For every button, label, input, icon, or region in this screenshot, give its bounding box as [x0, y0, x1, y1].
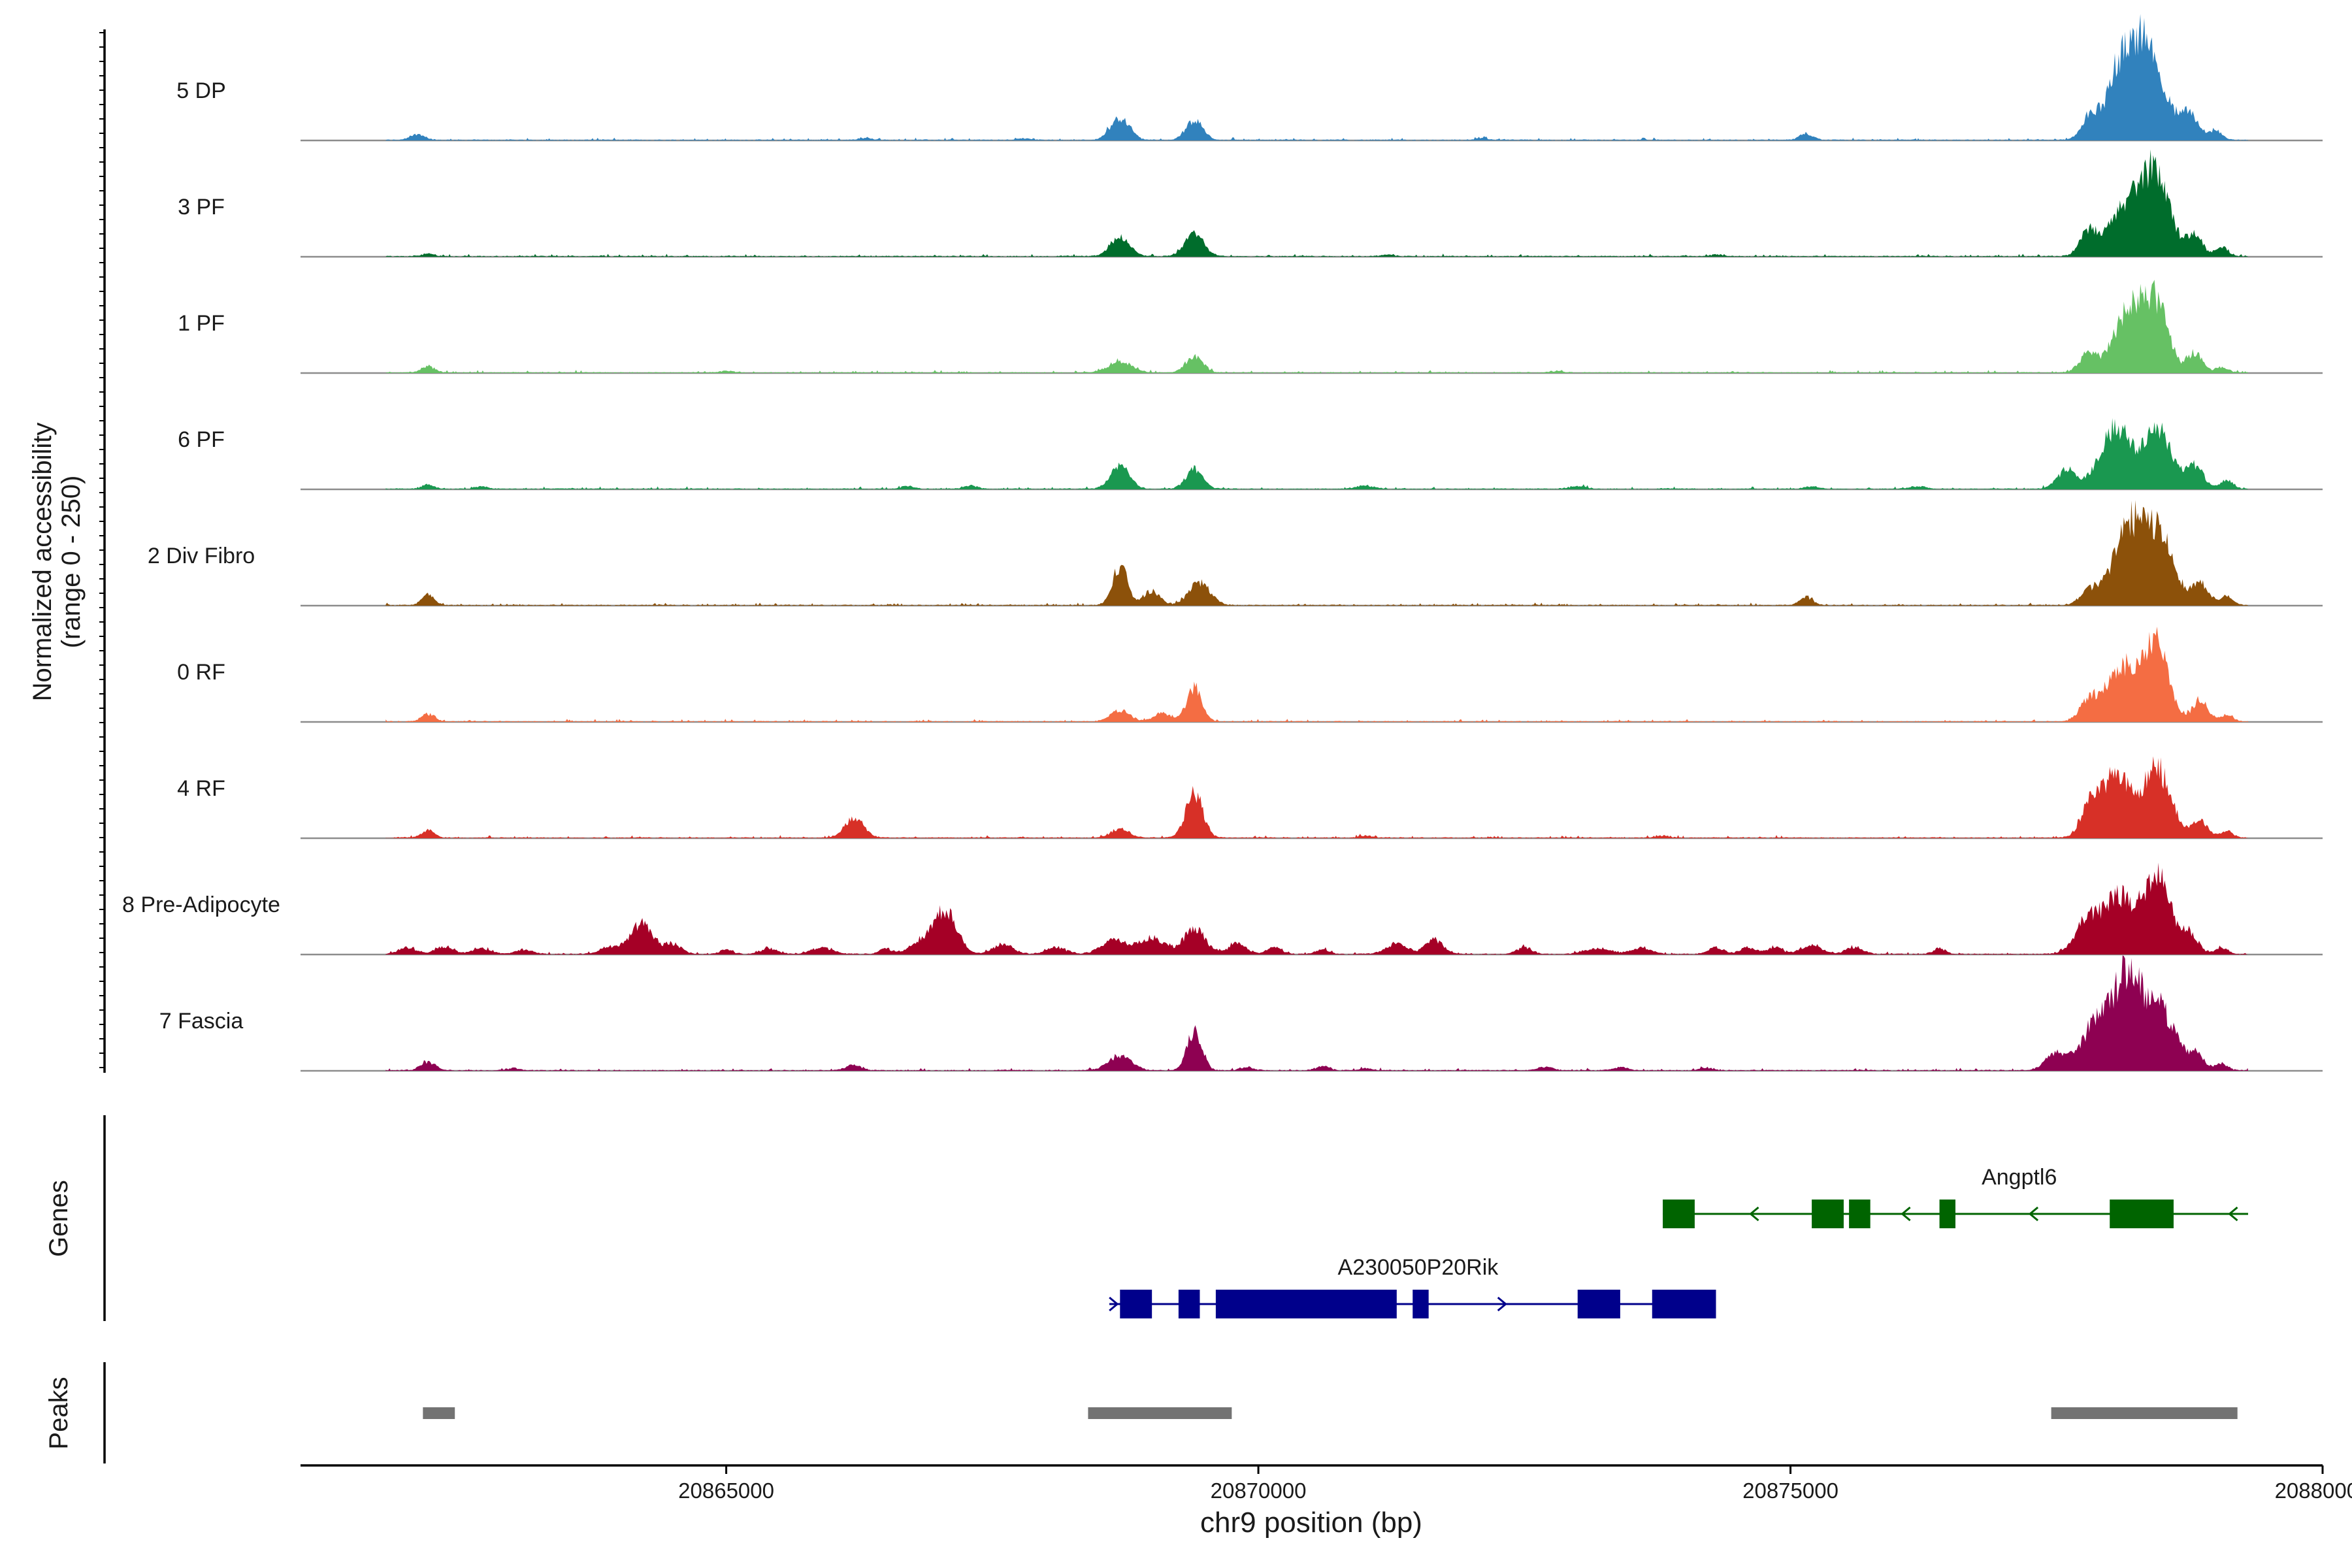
gene-exon — [1215, 1290, 1397, 1318]
coverage-area — [385, 955, 2248, 1071]
track-7-fascia: 7 Fascia — [159, 955, 2323, 1072]
gene-exon — [1663, 1200, 1695, 1228]
coverage-y-axis — [99, 29, 106, 1073]
track-8-pre-adipocyte: 8 Pre-Adipocyte — [122, 862, 2323, 956]
x-tick-label: 20875000 — [1742, 1478, 1838, 1503]
track-label: 3 PF — [178, 195, 225, 220]
strand-arrow — [2028, 1206, 2039, 1222]
strand-arrow — [2228, 1206, 2238, 1222]
gene-angptl6: Angptl6 — [1663, 1165, 2248, 1228]
track-label: 1 PF — [178, 311, 225, 336]
coverage-tracks: 5 DP 3 PF 1 PF 6 PF 2 Div Fibro 0 RF 4 RF 8 Pre… — [122, 14, 2323, 1072]
peak-bar — [423, 1407, 455, 1419]
x-tick-label: 20865000 — [678, 1478, 774, 1503]
track-label: 4 RF — [177, 776, 225, 801]
track-label: 8 Pre-Adipocyte — [122, 892, 280, 917]
strand-arrow — [1497, 1296, 1508, 1312]
x-tick-label: 20880000 — [2275, 1478, 2352, 1503]
gene-exon — [1652, 1290, 1716, 1318]
track-label: 2 Div Fibro — [148, 544, 255, 568]
strand-arrow — [1749, 1206, 1759, 1222]
coverage-area — [385, 418, 2248, 489]
strand-arrow — [1109, 1296, 1119, 1312]
y-axis-range-label: (range 0 - 250) — [57, 476, 86, 649]
strand-arrow — [1901, 1206, 1911, 1222]
track-0-rf: 0 RF — [177, 627, 2323, 723]
gene-exon — [1178, 1290, 1200, 1318]
genes-panel-label: Genes — [44, 1180, 73, 1257]
peaks-panel-label: Peaks — [44, 1377, 73, 1449]
track-5-dp: 5 DP — [176, 14, 2323, 142]
gene-exon — [1120, 1290, 1152, 1318]
peak-bar — [1088, 1407, 1232, 1419]
track-label: 7 Fascia — [159, 1009, 244, 1034]
gene-exon — [1939, 1200, 1956, 1228]
gene-label: Angptl6 — [1982, 1165, 2057, 1190]
track-4-rf: 4 RF — [177, 756, 2323, 840]
gene-exon — [1849, 1200, 1870, 1228]
x-tick-label: 20870000 — [1211, 1478, 1307, 1503]
x-axis-title: chr9 position (bp) — [1200, 1507, 1422, 1539]
y-axis-title: Normalized accessibility — [28, 423, 57, 702]
peak-bar — [2051, 1407, 2238, 1419]
gene-a230050p20rik: A230050P20Rik — [1109, 1255, 1716, 1318]
track-1-pf: 1 PF — [178, 280, 2323, 374]
gene-exon — [2110, 1200, 2174, 1228]
track-label: 5 DP — [176, 78, 226, 103]
gene-exon — [1577, 1290, 1620, 1318]
track-2-div-fibro: 2 Div Fibro — [148, 500, 2323, 607]
peak-regions — [423, 1407, 2238, 1419]
track-label: 0 RF — [177, 660, 225, 685]
track-label: 6 PF — [178, 427, 225, 452]
gene-exon — [1812, 1200, 1844, 1228]
track-6-pf: 6 PF — [178, 418, 2323, 491]
gene-annotations: Angptl6 A230050P20Rik — [1109, 1165, 2248, 1318]
x-axis-ticks: 20865000 20870000 20875000 20880000 — [678, 1465, 2352, 1503]
gene-exon — [1413, 1290, 1429, 1318]
track-3-pf: 3 PF — [178, 149, 2323, 258]
gene-label: A230050P20Rik — [1338, 1255, 1499, 1280]
